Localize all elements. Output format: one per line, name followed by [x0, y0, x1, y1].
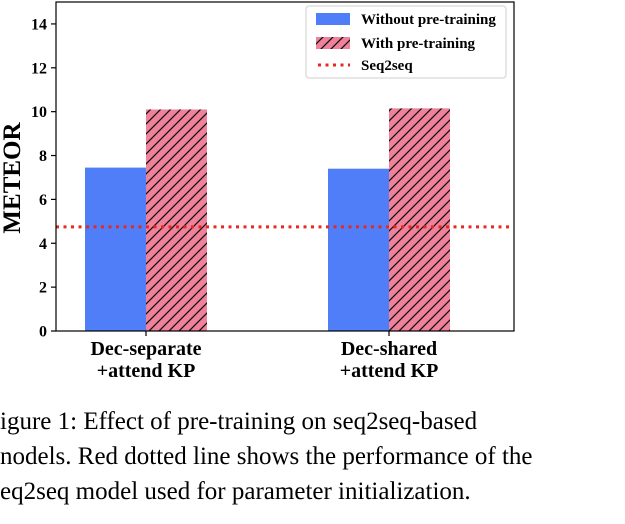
y-tick-label: 14	[31, 16, 47, 33]
y-tick-label: 10	[31, 104, 47, 121]
x-tick-label-line1: Dec-separate	[90, 338, 201, 360]
y-tick-label: 6	[39, 192, 47, 209]
legend-swatch-with-pre-training	[316, 37, 350, 49]
legend-swatch-without-pre-training	[316, 13, 350, 25]
legend: Without pre-training With pre-training S…	[305, 5, 507, 79]
caption-line-2: nodels. Red dotted line shows the perfor…	[0, 443, 533, 470]
caption-line-1: igure 1: Effect of pre-training on seq2s…	[0, 408, 478, 435]
y-tick-label: 0	[39, 324, 47, 341]
y-tick-label: 4	[39, 236, 47, 253]
x-axis-ticks: Dec-separate+attend KPDec-shared+attend …	[90, 331, 438, 382]
y-tick-label: 8	[39, 148, 47, 165]
y-axis-ticks: 0 2 4 6 8 10 12 14	[31, 16, 56, 341]
y-tick-label: 2	[39, 280, 47, 297]
legend-box	[305, 5, 507, 79]
x-tick-label-line1: Dec-shared	[341, 338, 437, 360]
y-tick-label: 12	[31, 60, 47, 77]
legend-label-with-pre-training: With pre-training	[361, 36, 476, 52]
bar-without-pre-training-1	[85, 167, 146, 331]
bars-group	[85, 108, 450, 332]
x-tick-label-line2: +attend KP	[340, 360, 439, 382]
bar-without-pre-training-2	[328, 168, 389, 331]
bar-with-pre-training-1	[146, 109, 207, 332]
x-tick-label-line2: +attend KP	[97, 360, 196, 382]
y-axis-label: METEOR	[0, 121, 26, 233]
legend-label-without-pre-training: Without pre-training	[361, 12, 496, 28]
figure-caption: igure 1: Effect of pre-training on seq2s…	[0, 404, 600, 509]
caption-line-3: eq2seq model used for parameter initiali…	[0, 478, 471, 505]
legend-label-seq2seq: Seq2seq	[361, 58, 413, 74]
axes-frame	[55, 1, 515, 332]
bar-with-pre-training-2	[389, 108, 450, 331]
